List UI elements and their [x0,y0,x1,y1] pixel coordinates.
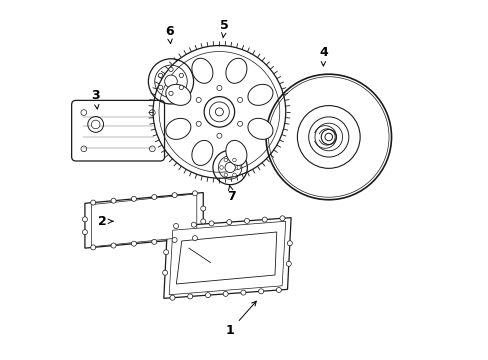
Circle shape [217,133,222,138]
Ellipse shape [165,84,190,105]
Polygon shape [176,232,276,284]
Circle shape [151,239,157,244]
Circle shape [232,173,236,177]
Circle shape [201,219,205,224]
Circle shape [276,288,281,293]
Polygon shape [163,218,290,298]
Circle shape [170,295,175,300]
FancyBboxPatch shape [72,100,164,161]
Circle shape [262,217,266,222]
Circle shape [168,91,173,95]
Circle shape [258,289,263,294]
Circle shape [192,236,197,240]
Circle shape [164,75,177,88]
Circle shape [172,193,177,198]
Circle shape [241,290,245,295]
Text: 5: 5 [220,19,229,38]
Circle shape [168,67,173,72]
Circle shape [215,108,223,116]
Text: 7: 7 [227,186,236,203]
Circle shape [131,241,136,246]
Circle shape [82,217,87,222]
Circle shape [237,166,240,169]
Ellipse shape [191,140,212,166]
Circle shape [90,245,96,250]
Circle shape [187,294,192,299]
Circle shape [158,85,163,90]
Ellipse shape [225,140,246,166]
Circle shape [90,200,96,205]
Circle shape [224,162,235,172]
Ellipse shape [225,58,246,83]
Text: 6: 6 [164,25,173,44]
Circle shape [163,250,168,255]
Circle shape [111,243,116,248]
Circle shape [219,166,223,169]
Circle shape [226,220,231,225]
Circle shape [146,57,195,106]
Circle shape [192,191,197,196]
Polygon shape [85,193,203,248]
Circle shape [82,230,87,235]
Circle shape [196,121,201,126]
Ellipse shape [191,58,212,83]
Text: 3: 3 [91,89,100,109]
Ellipse shape [165,118,190,139]
Text: 4: 4 [318,46,327,66]
Circle shape [151,194,157,199]
Circle shape [287,241,292,246]
Circle shape [91,120,100,129]
Circle shape [147,40,290,184]
Circle shape [223,291,228,296]
Circle shape [217,85,222,90]
Circle shape [211,148,249,186]
Polygon shape [91,194,196,247]
Circle shape [162,270,167,275]
Text: 1: 1 [225,301,256,337]
Circle shape [191,222,196,227]
Circle shape [232,158,236,162]
Ellipse shape [247,118,272,139]
Circle shape [244,219,249,223]
Circle shape [205,293,210,298]
Circle shape [285,261,291,266]
Circle shape [201,206,205,211]
Circle shape [179,73,183,77]
Circle shape [111,198,116,203]
Ellipse shape [247,84,272,105]
Text: 2: 2 [98,215,113,228]
Circle shape [224,158,227,162]
Circle shape [172,238,177,243]
Circle shape [208,221,214,226]
Circle shape [179,85,183,90]
Circle shape [224,173,227,177]
Circle shape [173,224,178,229]
Polygon shape [169,221,285,295]
Circle shape [279,216,285,221]
Circle shape [196,98,201,103]
Circle shape [131,196,136,201]
Circle shape [158,73,163,77]
Circle shape [237,121,242,126]
Circle shape [237,98,242,103]
